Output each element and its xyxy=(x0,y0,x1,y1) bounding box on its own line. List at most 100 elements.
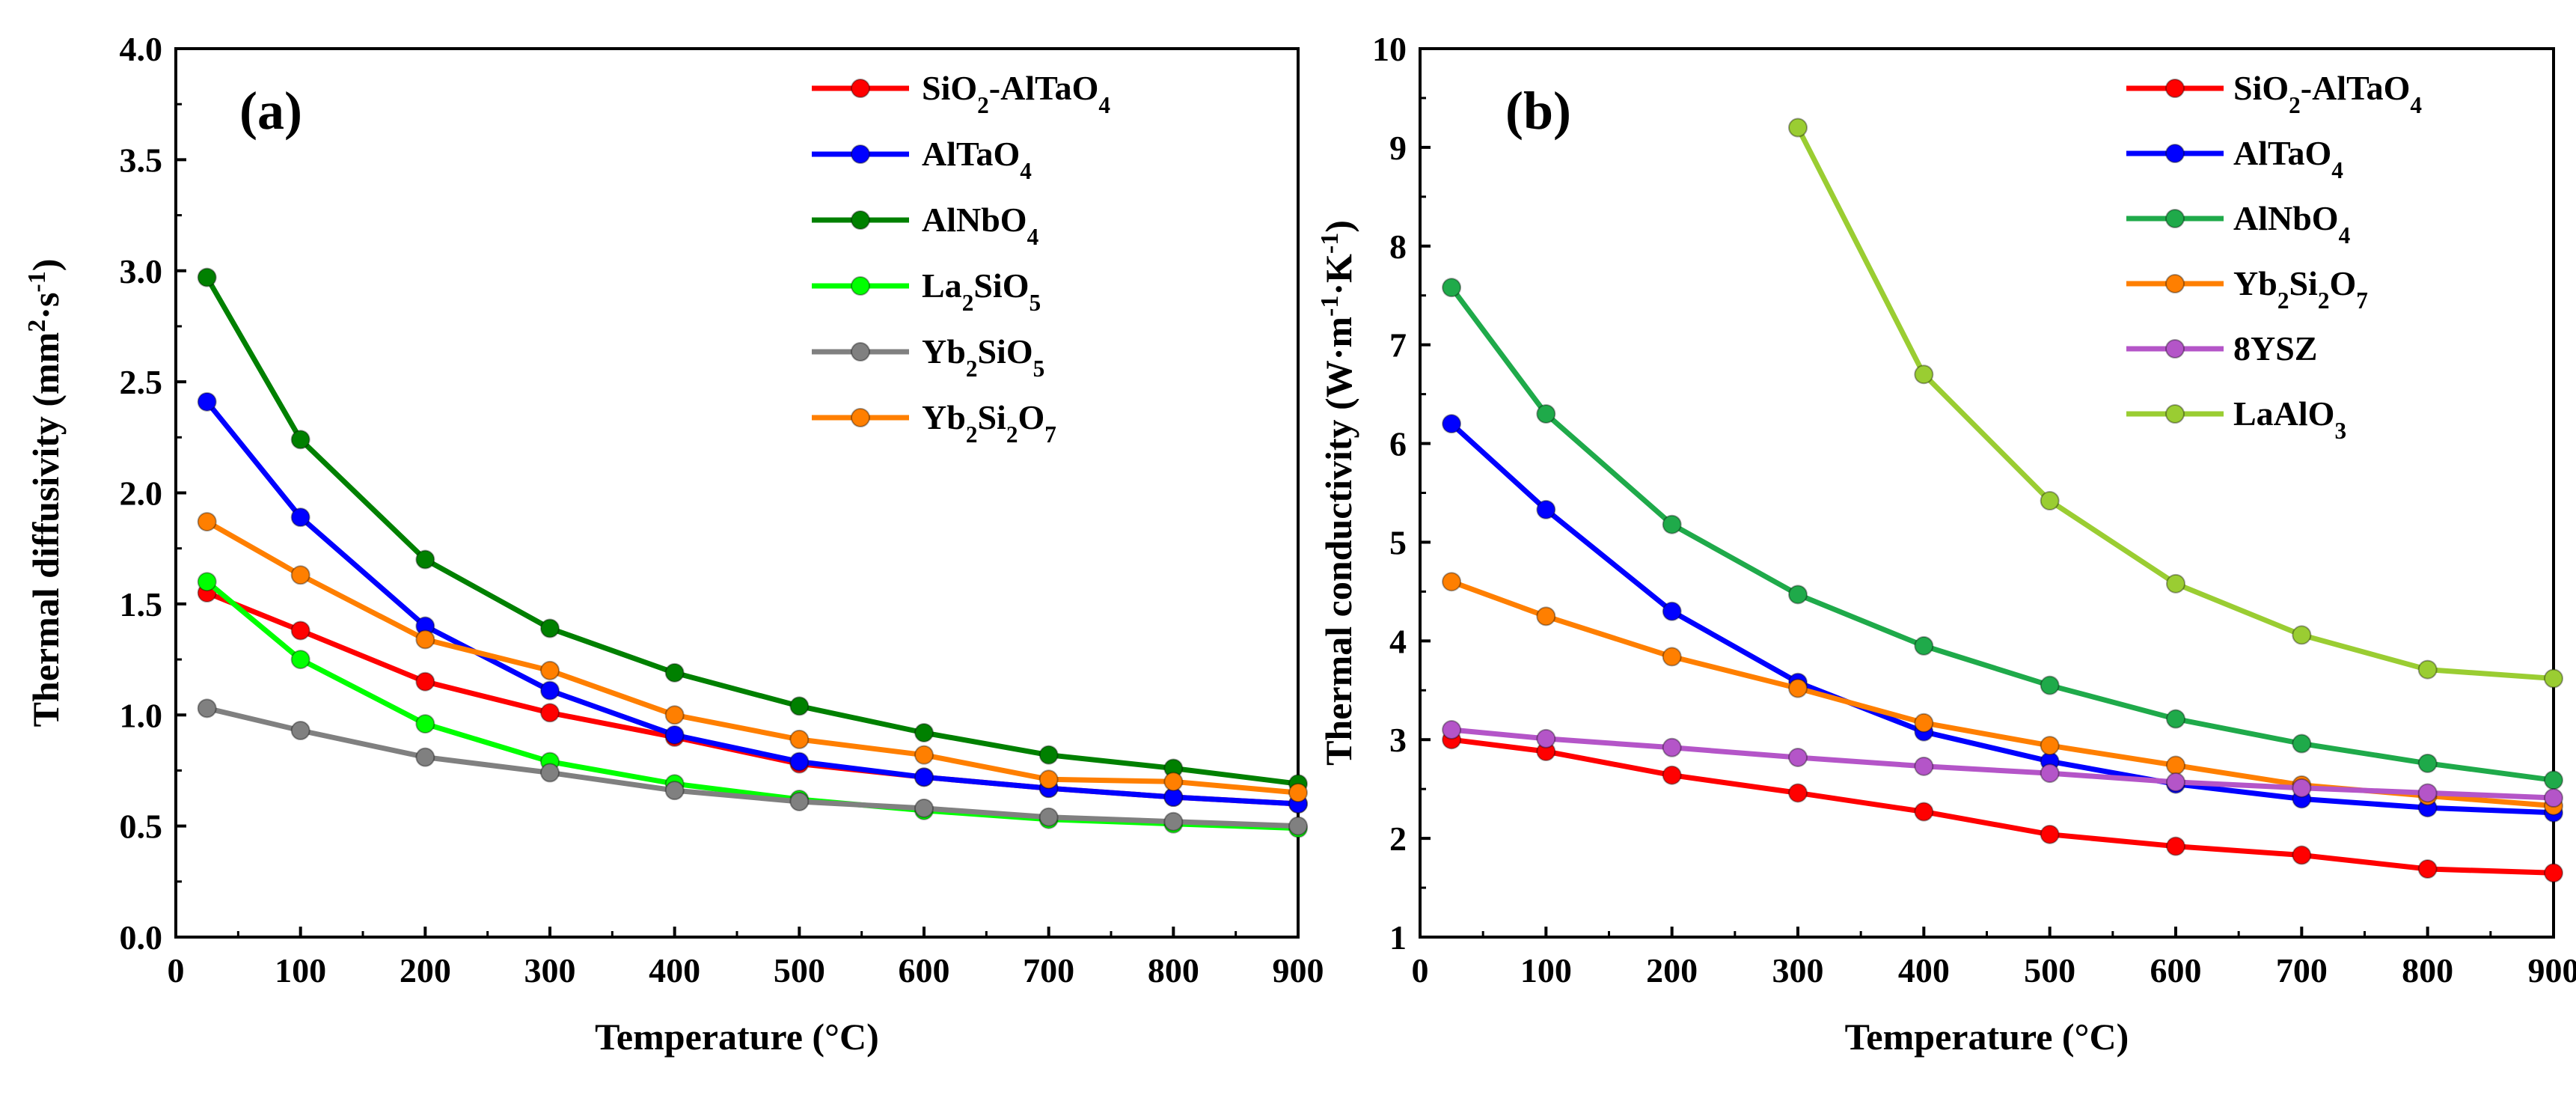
data-point xyxy=(2544,788,2563,808)
text-run: AlTaO xyxy=(2233,134,2331,172)
subscript: 7 xyxy=(2356,287,2368,314)
data-point xyxy=(914,798,934,818)
subscript: 2 xyxy=(2289,92,2301,118)
data-point xyxy=(1038,745,1059,765)
data-point xyxy=(2544,770,2563,790)
data-point xyxy=(789,751,810,772)
y-tick-label: 5 xyxy=(1389,523,1407,561)
subscript: 3 xyxy=(2334,418,2346,444)
legend-entry: Yb2Si2O7 xyxy=(812,398,1056,448)
series-SiO2-AlTaO4 xyxy=(1442,730,2563,883)
x-tick-label: 700 xyxy=(1023,951,1074,989)
data-point xyxy=(2040,736,2060,756)
series-line xyxy=(204,400,1299,807)
data-point xyxy=(2292,778,2312,798)
text-run: Si xyxy=(2289,264,2318,302)
data-point xyxy=(2417,858,2438,879)
data-point xyxy=(1442,572,1462,592)
data-point xyxy=(914,745,934,765)
subscript: 7 xyxy=(1044,421,1056,448)
data-point xyxy=(1288,783,1308,803)
data-point xyxy=(914,767,934,787)
text-run: SiO xyxy=(2233,69,2289,107)
y-tick-label: 4 xyxy=(1389,622,1407,660)
legend-entry: AlNbO4 xyxy=(2126,199,2351,248)
subscript: 2 xyxy=(1006,421,1018,448)
text-run: ·K xyxy=(1318,254,1359,296)
data-point xyxy=(290,565,310,585)
data-point xyxy=(2166,755,2185,775)
x-tick-label: 400 xyxy=(1898,951,1950,989)
x-tick-label: 200 xyxy=(400,951,451,989)
data-point xyxy=(1914,713,1934,733)
data-point xyxy=(290,430,310,450)
series-line xyxy=(1451,727,2554,801)
series-LaAlO3 xyxy=(1788,118,2563,689)
data-point xyxy=(540,703,560,723)
data-point xyxy=(789,696,810,716)
legend-label: La2SiO5 xyxy=(922,266,1041,316)
series-AlNbO4 xyxy=(197,267,1308,794)
x-tick-label: 300 xyxy=(524,951,576,989)
legend-label: AlTaO4 xyxy=(922,135,1032,184)
x-axis-title: Temperature (°C) xyxy=(595,1016,879,1058)
data-point xyxy=(1662,765,1682,785)
series-line xyxy=(1449,286,2554,783)
data-point xyxy=(290,507,310,528)
subscript: 2 xyxy=(962,290,974,316)
series-8YSZ xyxy=(1442,720,2563,808)
y-tick-label: 1.0 xyxy=(120,696,163,734)
text-run: O xyxy=(2329,264,2356,302)
x-tick-label: 0 xyxy=(1412,951,1429,989)
data-point xyxy=(415,629,435,650)
text-run: Thermal conductivity (W·m xyxy=(1318,317,1359,766)
data-point xyxy=(1536,499,1556,519)
legend-label: AlTaO4 xyxy=(2233,134,2343,183)
data-point xyxy=(1442,414,1462,434)
y-tick-label: 3 xyxy=(1389,721,1407,759)
data-point xyxy=(1163,772,1184,792)
legend-marker xyxy=(2165,209,2185,228)
data-point xyxy=(914,722,934,742)
data-point xyxy=(1288,816,1308,836)
text-run: AlNbO xyxy=(2233,199,2339,237)
panel-label: (a) xyxy=(239,81,302,141)
x-tick-label: 600 xyxy=(899,951,950,989)
subscript: 4 xyxy=(2410,92,2422,118)
data-point xyxy=(2166,836,2185,856)
y-tick-label: 2 xyxy=(1389,820,1407,858)
data-point xyxy=(2166,573,2185,594)
data-point xyxy=(1536,728,1556,748)
text-run: ·s xyxy=(25,293,67,320)
y-tick-label: 3.0 xyxy=(120,252,163,290)
subscript: 4 xyxy=(2331,157,2343,183)
data-point xyxy=(290,650,310,670)
x-tick-label: 500 xyxy=(774,951,825,989)
data-point xyxy=(1914,756,1934,776)
data-point xyxy=(1788,118,1808,138)
text-run: -AlTaO xyxy=(2301,69,2411,107)
data-point xyxy=(2417,753,2438,773)
text-run: ) xyxy=(1318,220,1359,233)
data-point xyxy=(789,729,810,749)
text-run: SiO xyxy=(973,266,1029,305)
legend-marker xyxy=(851,276,870,296)
text-run: Yb xyxy=(2233,264,2277,302)
superscript: -1 xyxy=(23,271,51,292)
legend-label: AlNbO4 xyxy=(2233,199,2351,248)
data-point xyxy=(1163,811,1184,832)
legend-label: SiO2-AlTaO4 xyxy=(922,69,1110,118)
series-line xyxy=(205,519,1299,796)
y-tick-label: 10 xyxy=(1372,30,1407,68)
y-tick-label: 0.5 xyxy=(120,808,163,846)
data-point xyxy=(2417,783,2438,803)
text-run: SiO xyxy=(922,69,977,107)
x-tick-label: 600 xyxy=(2150,951,2202,989)
text-run: Yb xyxy=(922,332,966,370)
data-point xyxy=(197,698,217,719)
text-run: Thermal diffusivity (mm xyxy=(25,332,67,728)
data-point xyxy=(197,512,217,532)
legend-label: SiO2-AlTaO4 xyxy=(2233,69,2422,118)
legend-label: LaAlO3 xyxy=(2233,394,2346,444)
legend-marker xyxy=(2165,79,2185,98)
